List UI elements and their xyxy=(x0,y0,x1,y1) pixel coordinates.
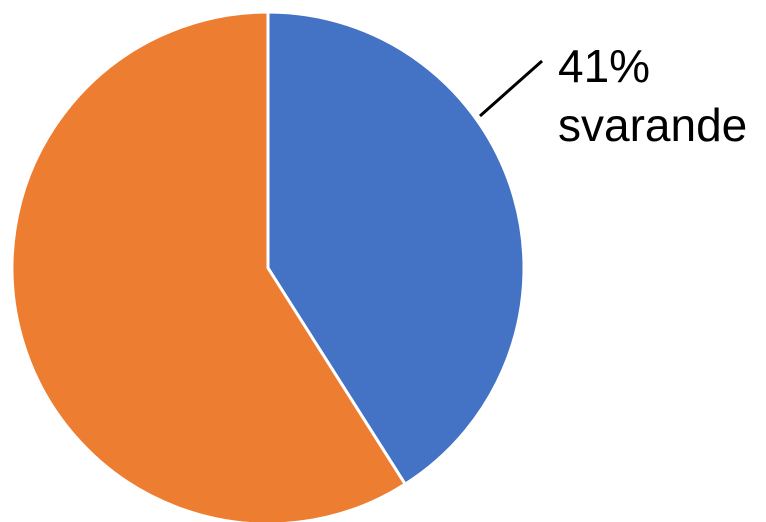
pie-slice-2 xyxy=(10,10,407,522)
data-label-category: svarande xyxy=(558,99,747,151)
data-label-leader-line xyxy=(479,59,543,118)
pie-slices xyxy=(10,10,526,522)
data-label-percent: 41% xyxy=(558,40,650,92)
